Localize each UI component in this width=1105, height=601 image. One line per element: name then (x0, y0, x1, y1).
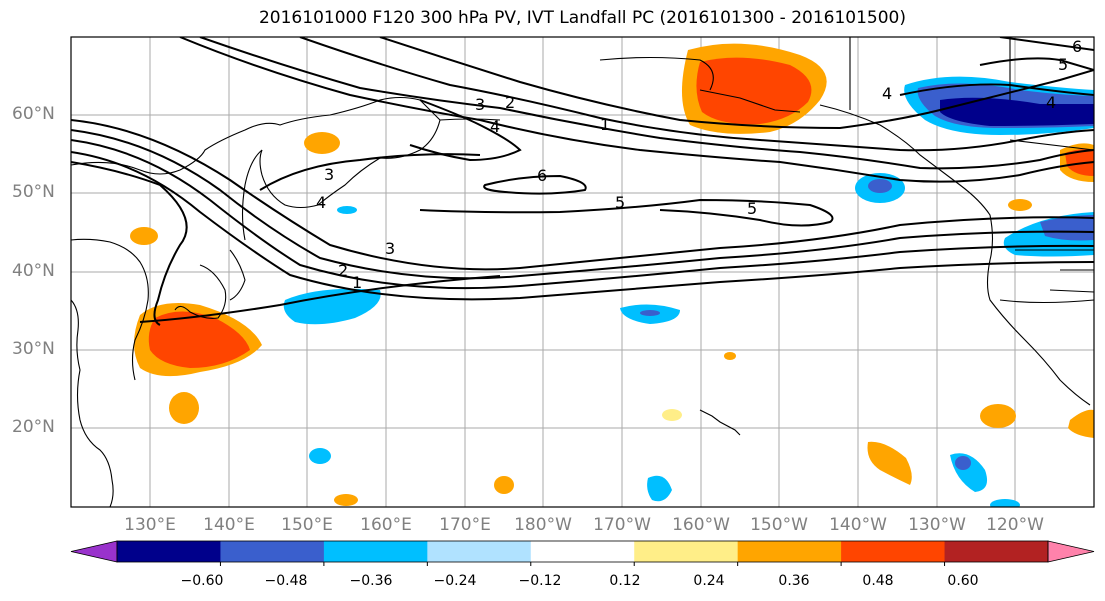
colorbar-swatch (530, 541, 635, 562)
colorbar-swatch (427, 541, 532, 562)
colorbar-tick-label: 0.12 (609, 573, 641, 589)
contour-label: 5 (615, 193, 625, 212)
colorbar-tick-label: 0.60 (947, 573, 979, 589)
lon-label: 140°E (203, 515, 255, 535)
contour-label: 2 (338, 261, 348, 280)
contour-label: 5 (1058, 55, 1068, 74)
colorbar-frame (116, 540, 1049, 563)
contour-label: 1 (600, 115, 610, 134)
colorbar-tick-label: 0.48 (862, 573, 894, 589)
lat-label: 60°N (12, 104, 55, 124)
colorbar-swatch (117, 541, 221, 562)
colorbar-swatch (220, 541, 325, 562)
contour-label: 3 (324, 165, 334, 184)
lon-label: 180°W (514, 515, 572, 535)
colorbar-tick-label: 0.36 (778, 573, 810, 589)
lon-label: 160°W (672, 515, 730, 535)
contour-label: 2 (505, 93, 515, 112)
lat-label: 20°N (12, 417, 55, 437)
colorbar-swatch (634, 541, 739, 562)
contour-label: 3 (475, 95, 485, 114)
map-title: 2016101000 F120 300 hPa PV, IVT Landfall… (258, 8, 906, 28)
map-frame (70, 36, 1095, 508)
colorbar-swatch (944, 541, 1049, 562)
ivt-negative-anomalies (283, 76, 1094, 507)
contour-label: 6 (537, 166, 547, 185)
colorbar-tick-label: −0.12 (518, 573, 562, 589)
coastlines (71, 37, 1094, 507)
contour-label: 5 (747, 199, 757, 218)
lon-label: 150°W (750, 515, 808, 535)
contour-label: 4 (1046, 93, 1056, 112)
lon-label: 160°E (360, 515, 412, 535)
colorbar-tick-label: −0.60 (180, 573, 224, 589)
colorbar-tick-label: −0.24 (433, 573, 477, 589)
lon-label: 170°W (593, 515, 651, 535)
contour-label: 3 (385, 239, 395, 258)
contour-label: 1 (352, 273, 362, 292)
pv-contours (71, 37, 1094, 326)
lon-label: 120°W (986, 515, 1044, 535)
lon-label: 130°W (908, 515, 966, 535)
colorbar-swatch (323, 541, 428, 562)
colorbar-extend-high (1047, 540, 1095, 563)
colorbar-extend-low (70, 540, 118, 563)
lon-label: 150°E (281, 515, 333, 535)
lon-label: 140°W (829, 515, 887, 535)
contour-label: 6 (1072, 37, 1082, 56)
lat-label: 50°N (12, 182, 55, 202)
lon-label: 170°E (439, 515, 491, 535)
colorbar-tick-label: −0.36 (349, 573, 393, 589)
colorbar (70, 540, 1095, 566)
contour-label: 4 (882, 84, 892, 103)
colorbar-swatch (737, 541, 842, 562)
contour-labels: 6 5 5 4 4 4 3 3 3 2 2 1 1 5 6 4 (316, 37, 1082, 292)
colorbar-tick-label: −0.48 (264, 573, 308, 589)
lon-label: 130°E (124, 515, 176, 535)
contour-label: 4 (490, 117, 500, 136)
colorbar-swatch (841, 541, 946, 562)
lat-label: 40°N (12, 261, 55, 281)
lat-label: 30°N (12, 339, 55, 359)
colorbar-tick-label: 0.24 (693, 573, 725, 589)
contour-label: 4 (316, 193, 326, 212)
